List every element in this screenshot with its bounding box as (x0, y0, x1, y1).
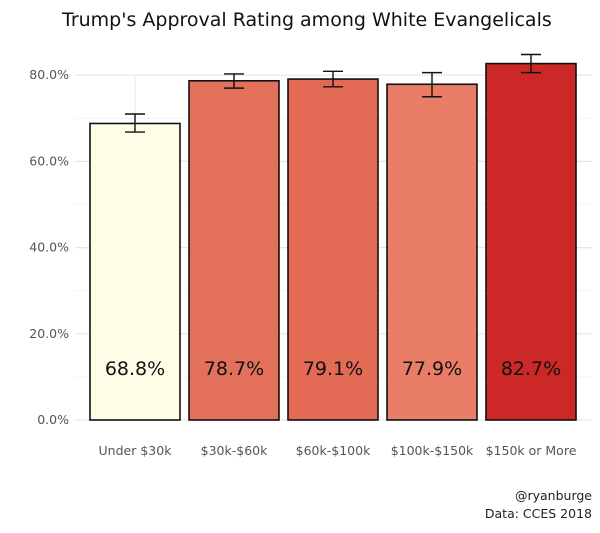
y-tick-label: 20.0% (29, 326, 69, 341)
x-tick-label: $60k-$100k (296, 443, 371, 458)
bars: 68.8% 78.7% 79.1% 77.9% 82.7% (89, 53, 577, 421)
caption-source: Data: CCES 2018 (485, 506, 592, 521)
data-label: 82.7% (501, 358, 561, 380)
y-tick-label: 0.0% (37, 412, 69, 427)
y-tick-label: 60.0% (29, 153, 69, 168)
data-label: 79.1% (303, 358, 363, 380)
y-axis: 0.0% 20.0% 40.0% 60.0% 80.0% (29, 67, 69, 427)
x-tick-label: $150k or More (486, 443, 577, 458)
data-label: 68.8% (105, 358, 165, 380)
data-label: 77.9% (402, 358, 462, 380)
bar (287, 78, 379, 421)
y-tick-label: 80.0% (29, 67, 69, 82)
x-tick-label: Under $30k (99, 443, 173, 458)
bar (89, 122, 181, 421)
chart-title: Trump's Approval Rating among White Evan… (61, 9, 552, 31)
bar (188, 80, 280, 421)
x-tick-label: $30k-$60k (201, 443, 268, 458)
caption-author: @ryanburge (515, 488, 592, 503)
y-tick-label: 40.0% (29, 240, 69, 255)
x-tick-label: $100k-$150k (391, 443, 474, 458)
bar (386, 83, 478, 421)
data-label: 78.7% (204, 358, 264, 380)
x-axis: Under $30k $30k-$60k $60k-$100k $100k-$150k… (99, 443, 577, 458)
bar (485, 62, 577, 421)
